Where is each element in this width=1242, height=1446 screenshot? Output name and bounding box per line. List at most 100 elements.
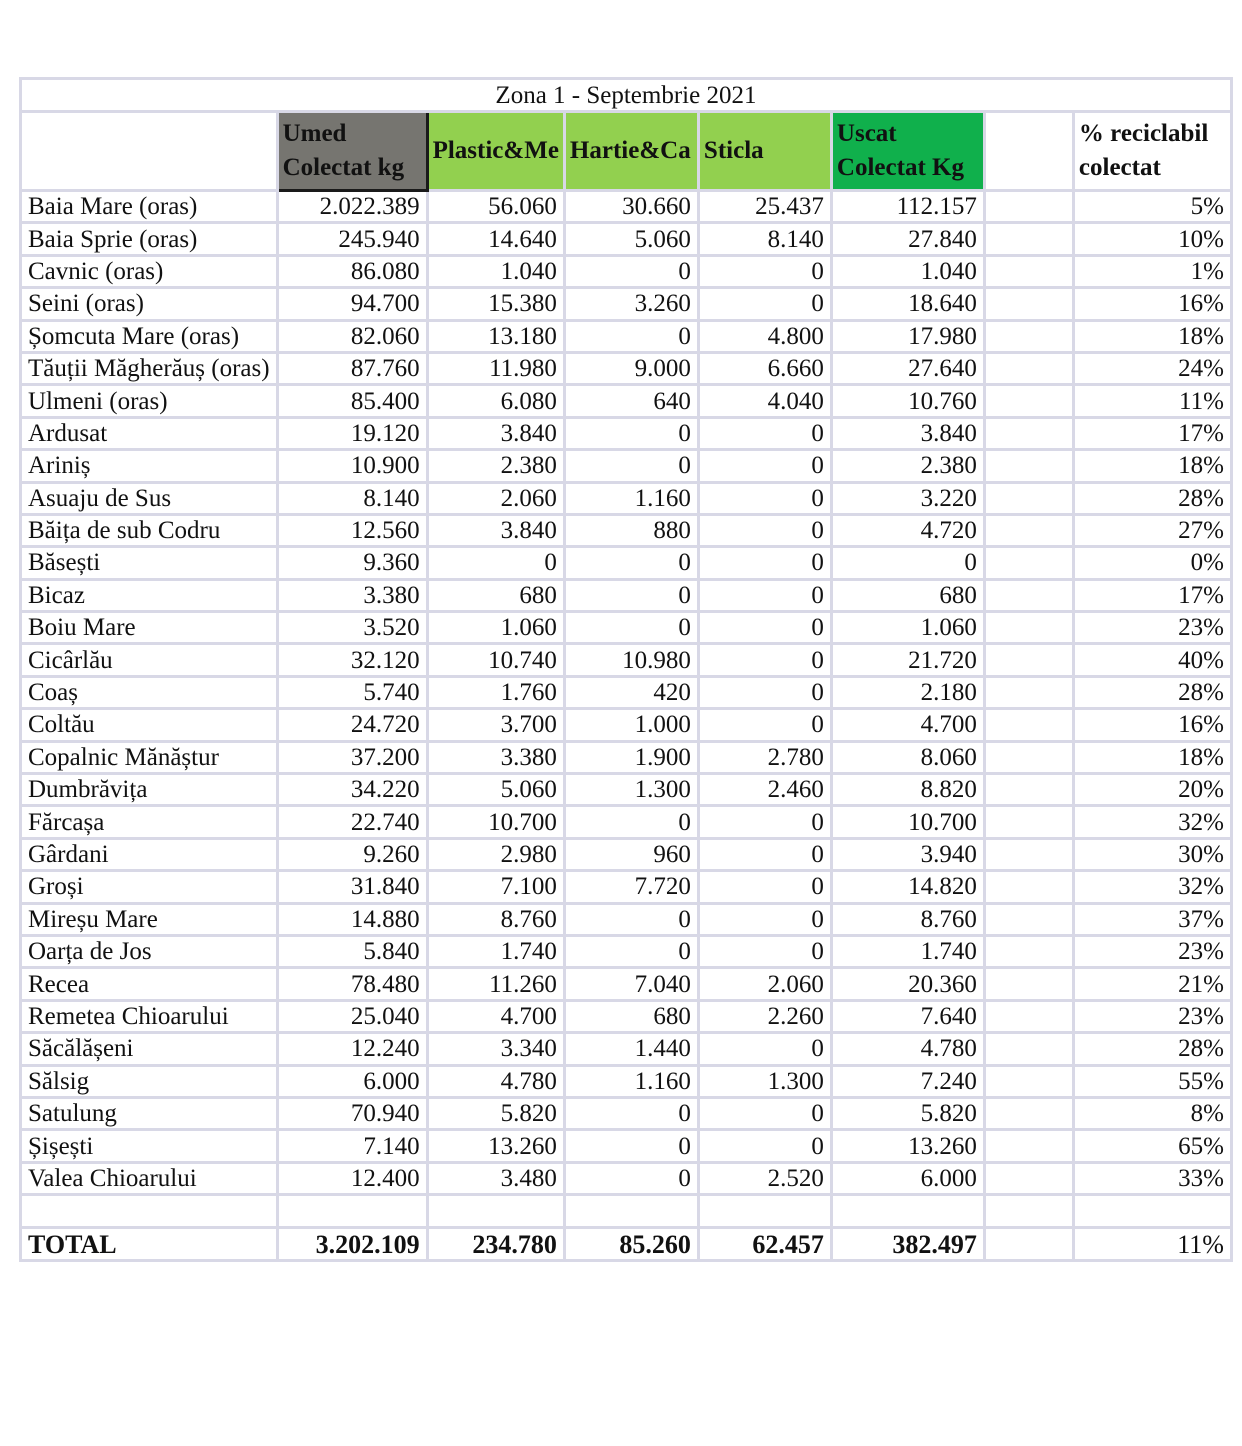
cell-umed: 3.520 [275,610,429,646]
cell-empty [982,642,1075,678]
cell-procent: 17% [1071,415,1233,452]
cell-uscat: 8.820 [829,772,986,808]
cell-plastic: 11.260 [425,966,566,1002]
cell-hartie: 5.060 [562,221,700,257]
cell-empty [982,707,1075,743]
cell-empty [982,1095,1075,1132]
cell-procent: 23% [1071,933,1233,970]
cell-procent: 16% [1071,286,1233,322]
cell-empty [982,772,1075,808]
cell-plastic: 56.060 [425,188,566,225]
cell-localitate: Fărcașa [19,804,279,840]
table-row: Seini (oras) 94.700 15.380 3.260 0 18.640 16% [19,286,1233,322]
cell-localitate: Copalnic Mănăștur [19,739,279,776]
cell-empty [982,383,1075,419]
table-row: Băița de sub Codru 12.560 3.840 880 0 4.720 27… [19,512,1233,549]
cell-procent: 21% [1071,966,1233,1002]
cell-localitate: Cavnic (oras) [19,253,279,290]
cell-uscat: 7.240 [829,1063,986,1099]
cell-uscat: 2.180 [829,674,986,711]
cell-uscat: 112.157 [829,188,986,225]
cell-procent: 28% [1071,1031,1233,1067]
cell-procent: 20% [1071,772,1233,808]
cell-hartie: 0 [562,933,700,970]
cell-sticla: 0 [696,836,833,873]
cell-plastic: 3.380 [425,739,566,776]
cell-empty [982,188,1075,225]
cell-procent: 11% [1071,383,1233,419]
cell-umed: 12.400 [275,1160,429,1197]
cell-umed: 32.120 [275,642,429,678]
cell-sticla: 2.260 [696,998,833,1035]
cell-sticla: 0 [696,577,833,614]
cell-hartie [562,1193,700,1230]
cell-empty [982,836,1075,873]
table-row: Cavnic (oras) 86.080 1.040 0 0 1.040 1% [19,253,1233,290]
cell-umed: 14.880 [275,901,429,938]
cell-localitate: Sălsig [19,1063,279,1099]
cell-uscat: 382.497 [829,1226,986,1263]
table-row: Sălsig 6.000 4.780 1.160 1.300 7.240 55% [19,1063,1233,1099]
cell-hartie: 420 [562,674,700,711]
cell-umed: 2.022.389 [275,188,429,225]
header-empty [19,110,279,192]
cell-plastic: 10.700 [425,804,566,840]
cell-umed: 34.220 [275,772,429,808]
table-row: Baia Sprie (oras) 245.940 14.640 5.060 8.140… [19,221,1233,257]
cell-hartie: 0 [562,610,700,646]
table-row: Satulung 70.940 5.820 0 0 5.820 8% [19,1095,1233,1132]
cell-sticla: 6.660 [696,350,833,387]
cell-plastic: 10.740 [425,642,566,678]
cell-procent: 32% [1071,804,1233,840]
cell-empty [982,545,1075,581]
cell-umed: 245.940 [275,221,429,257]
cell-umed: 78.480 [275,966,429,1002]
cell-procent: 18% [1071,318,1233,354]
cell-sticla: 0 [696,286,833,322]
cell-sticla: 0 [696,1095,833,1132]
table-row: Ulmeni (oras) 85.400 6.080 640 4.040 10.760 11… [19,383,1233,419]
cell-sticla: 0 [696,674,833,711]
cell-localitate: Cicârlău [19,642,279,678]
cell-umed: 12.240 [275,1031,429,1067]
cell-plastic: 1.060 [425,610,566,646]
cell-umed: 94.700 [275,286,429,322]
cell-plastic: 4.780 [425,1063,566,1099]
cell-empty [982,318,1075,354]
title-row: Zona 1 - Septembrie 2021 [19,77,1233,113]
cell-uscat: 1.040 [829,253,986,290]
cell-sticla: 62.457 [696,1226,833,1263]
cell-uscat: 17.980 [829,318,986,354]
table-row: Săcălășeni 12.240 3.340 1.440 0 4.780 28% [19,1031,1233,1067]
cell-umed: 85.400 [275,383,429,419]
cell-umed: 19.120 [275,415,429,452]
cell-empty [982,610,1075,646]
table-row: Tăuții Măgherăuș (oras) 87.760 11.980 9.000… [19,350,1233,387]
cell-procent: 16% [1071,707,1233,743]
table-row: Cicârlău 32.120 10.740 10.980 0 21.720 40% [19,642,1233,678]
table-row: Dumbrăvița 34.220 5.060 1.300 2.460 8.820 20% [19,772,1233,808]
cell-empty [982,415,1075,452]
cell-hartie: 9.000 [562,350,700,387]
cell-plastic: 8.760 [425,901,566,938]
cell-uscat: 3.940 [829,836,986,873]
cell-empty [982,869,1075,905]
cell-sticla: 0 [696,933,833,970]
cell-umed: 3.380 [275,577,429,614]
cell-procent: 55% [1071,1063,1233,1099]
cell-sticla: 0 [696,1031,833,1067]
table-row: Coaș 5.740 1.760 420 0 2.180 28% [19,674,1233,711]
cell-empty [982,1063,1075,1099]
table-row: Ariniș 10.900 2.380 0 0 2.380 18% [19,448,1233,484]
table-row: Recea 78.480 11.260 7.040 2.060 20.360 21% [19,966,1233,1002]
cell-empty [982,480,1075,516]
cell-uscat: 1.060 [829,610,986,646]
cell-plastic: 0 [425,545,566,581]
cell-procent: 23% [1071,610,1233,646]
cell-umed: 70.940 [275,1095,429,1132]
cell-uscat: 0 [829,545,986,581]
cell-plastic: 4.700 [425,998,566,1035]
cell-empty [982,253,1075,290]
cell-uscat [829,1193,986,1230]
cell-sticla: 2.460 [696,772,833,808]
